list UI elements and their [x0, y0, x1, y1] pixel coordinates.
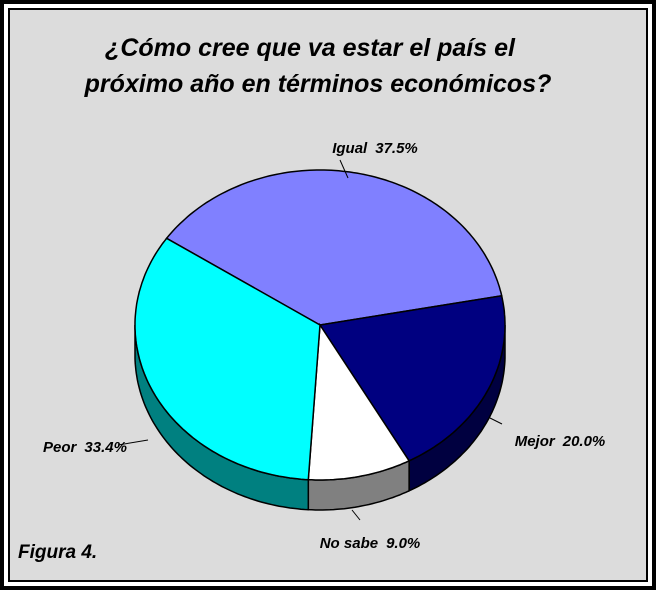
leader-line — [117, 439, 149, 446]
value-label: 33.4% — [84, 439, 127, 456]
slice — [134, 237, 321, 481]
leader-line — [339, 159, 349, 179]
value-label: 20.0% — [562, 433, 606, 450]
category-label: Peor — [43, 439, 78, 456]
value-label: 37.5% — [375, 140, 418, 157]
chart-title: ¿Cómo cree que va estar el país el — [105, 34, 516, 62]
slice — [165, 169, 503, 326]
annotation: Figura 4. — [18, 542, 97, 563]
leader-line — [351, 509, 361, 521]
data-label: No sabe 9.0% — [320, 535, 421, 552]
category-label: No sabe — [320, 535, 378, 552]
category-label: Igual — [332, 140, 368, 157]
data-label: Peor 33.4% — [43, 439, 127, 456]
data-label: Mejor 20.0% — [515, 433, 606, 450]
leader-line — [489, 417, 503, 425]
chart-title: próximo año en términos económicos? — [84, 70, 552, 98]
category-label: Mejor — [515, 433, 556, 450]
slice — [318, 294, 506, 462]
value-label: 9.0% — [386, 535, 420, 552]
data-label: Igual 37.5% — [332, 140, 418, 157]
slice — [307, 322, 411, 481]
